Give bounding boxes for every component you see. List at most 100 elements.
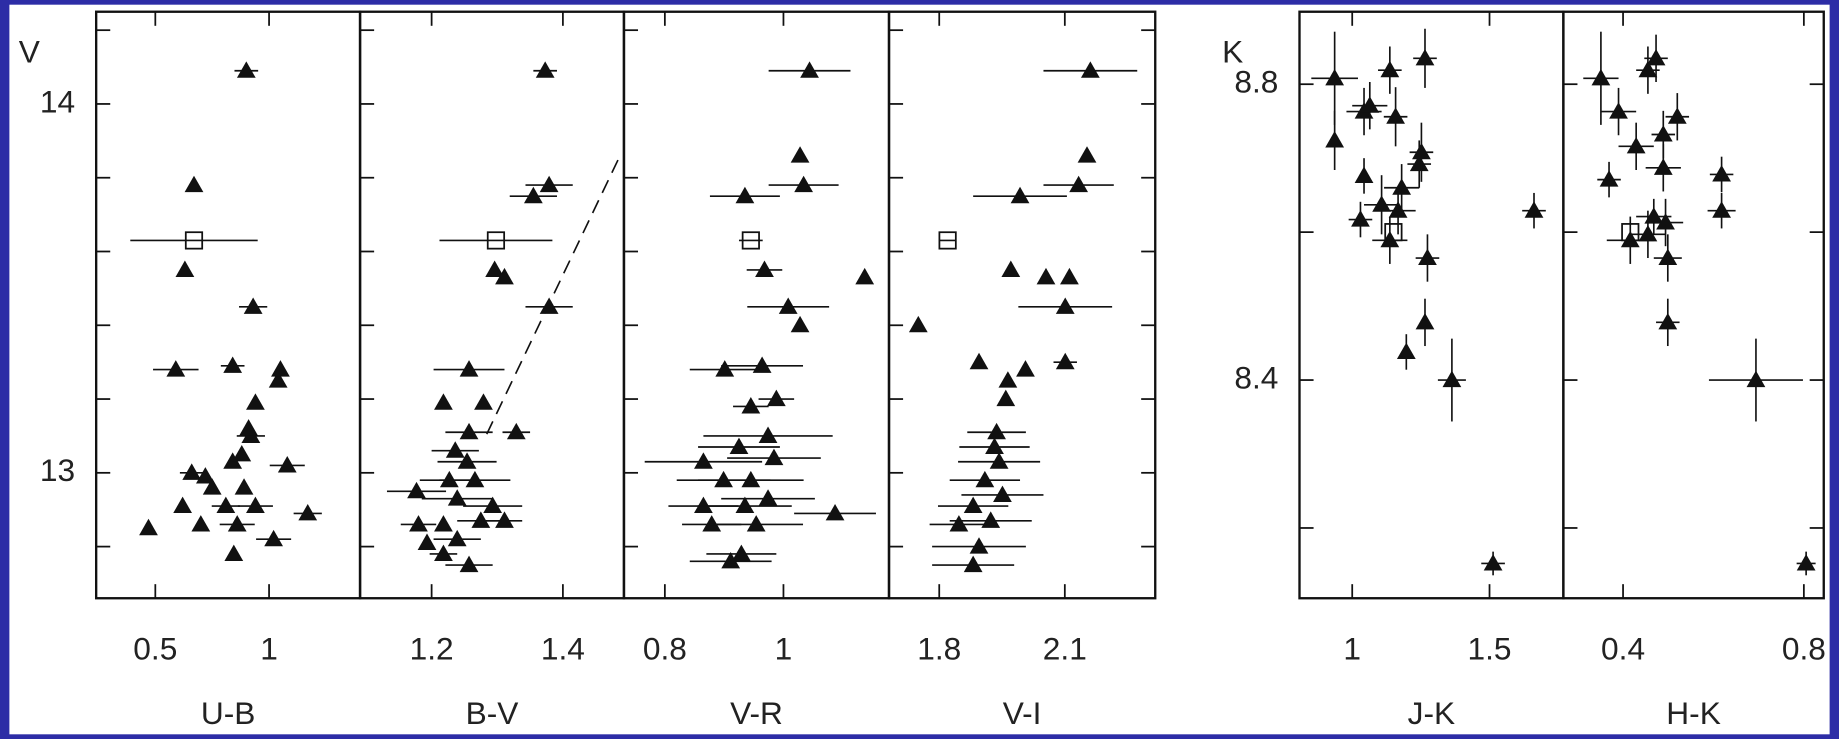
star-marker: [1412, 142, 1431, 160]
star-marker: [1599, 170, 1619, 187]
star-marker: [969, 537, 989, 554]
star-marker: [539, 175, 559, 193]
star-marker: [752, 356, 772, 373]
star-marker: [191, 515, 211, 532]
star-marker: [758, 426, 778, 443]
star-marker: [1658, 312, 1678, 330]
x-axis-label: B-V: [466, 695, 519, 731]
star-marker: [234, 478, 254, 495]
star-marker: [246, 393, 265, 410]
star-marker: [243, 297, 263, 314]
star-marker: [434, 515, 453, 532]
star-marker: [766, 389, 786, 407]
star-marker: [993, 485, 1012, 502]
y-tick-label: 13: [40, 452, 75, 488]
x-axis-label: J-K: [1408, 695, 1455, 731]
star-marker: [963, 555, 983, 573]
y-axis-label: K: [1222, 33, 1243, 69]
star-marker: [1396, 342, 1416, 359]
star-marker: [224, 544, 244, 562]
star-marker: [1626, 136, 1646, 154]
star-marker: [1712, 165, 1731, 182]
y-tick-label: 8.8: [1234, 64, 1278, 100]
x-axis-label: V-I: [1003, 695, 1042, 731]
star-marker: [1055, 352, 1075, 370]
star-marker: [963, 496, 983, 514]
star-marker: [702, 515, 722, 532]
panel-frame: [887, 10, 1157, 600]
open-square-marker: [184, 231, 204, 250]
star-marker: [239, 419, 258, 436]
star-marker: [1055, 297, 1075, 314]
star-marker: [506, 422, 526, 440]
open-square-marker: [938, 231, 957, 250]
star-marker: [735, 186, 755, 204]
star-marker: [447, 529, 467, 547]
star-marker: [975, 470, 995, 488]
star-marker: [1409, 154, 1429, 172]
star-marker: [790, 315, 810, 333]
open-square-marker: [1621, 223, 1640, 242]
star-marker: [223, 356, 243, 373]
star-marker: [495, 267, 514, 285]
star-marker: [264, 529, 283, 547]
star-marker: [1524, 201, 1544, 218]
star-marker: [223, 452, 243, 469]
star-marker: [1746, 370, 1766, 388]
star-marker: [987, 422, 1006, 440]
star-marker: [1646, 48, 1666, 66]
y-axis-label: V: [19, 33, 40, 69]
star-marker: [434, 544, 453, 562]
star-marker: [523, 186, 543, 204]
star-marker: [1418, 248, 1437, 266]
star-marker: [731, 544, 751, 562]
star-marker: [535, 61, 555, 78]
open-square-marker: [741, 231, 760, 250]
star-marker: [800, 61, 819, 78]
y-tick-label: 14: [40, 83, 75, 119]
star-marker: [1653, 125, 1673, 142]
star-marker: [459, 422, 479, 440]
star-marker: [139, 518, 158, 536]
reference-line: [486, 152, 623, 435]
star-marker: [981, 511, 1001, 528]
star-marker: [764, 448, 784, 466]
star-marker: [459, 360, 479, 377]
star-marker: [755, 260, 774, 277]
star-marker: [735, 496, 755, 514]
star-marker: [908, 315, 928, 333]
star-marker: [729, 437, 749, 455]
star-marker: [439, 470, 459, 488]
star-marker: [409, 515, 428, 532]
star-marker: [1016, 360, 1035, 377]
star-marker: [1077, 146, 1097, 163]
star-marker: [1392, 178, 1412, 195]
star-marker: [1591, 68, 1611, 86]
star-marker: [996, 389, 1016, 407]
star-marker: [1386, 107, 1405, 124]
star-marker: [1388, 201, 1408, 218]
star-marker: [694, 452, 713, 469]
star-marker: [741, 397, 761, 414]
star-marker: [539, 297, 559, 314]
star-marker: [1069, 175, 1089, 193]
figure-background: [9, 4, 1830, 735]
x-tick-label: 0.8: [1782, 630, 1826, 666]
star-marker: [483, 496, 503, 514]
star-marker: [985, 437, 1004, 455]
star-marker: [969, 352, 989, 370]
star-marker: [195, 467, 215, 484]
star-marker: [1080, 61, 1100, 78]
star-marker: [485, 260, 505, 277]
star-marker: [989, 452, 1009, 469]
star-marker: [1653, 158, 1673, 175]
star-marker: [1638, 60, 1658, 78]
x-tick-label: 1.8: [917, 630, 961, 666]
x-axis-label: H-K: [1666, 695, 1721, 731]
x-tick-label: 0.4: [1601, 630, 1645, 666]
star-marker: [445, 441, 465, 458]
star-marker: [1658, 248, 1678, 266]
star-marker: [459, 555, 479, 573]
star-marker: [407, 481, 426, 499]
